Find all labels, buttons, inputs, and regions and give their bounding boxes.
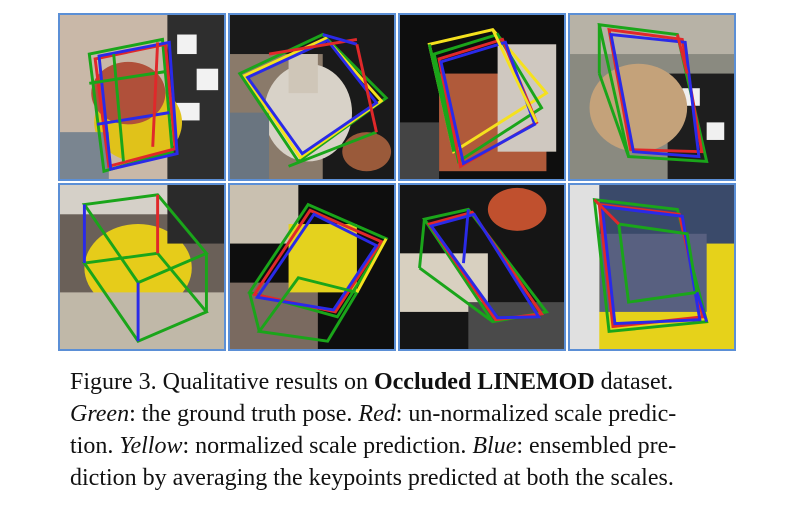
- red-text-1: : un-normalized scale predic-: [395, 401, 677, 427]
- result-image-5: [58, 183, 226, 351]
- green-text: : the ground truth pose.: [129, 401, 359, 427]
- figure-caption: Figure 3. Qualitative results on Occlude…: [70, 366, 780, 494]
- yellow-term: Yellow: [119, 433, 183, 459]
- blue-text-1: : ensembled pre-: [516, 433, 677, 459]
- result-image-3: [398, 13, 566, 181]
- result-image-1: [58, 13, 226, 181]
- dataset-name: Occluded LINEMOD: [373, 369, 595, 395]
- caption-line-2: Green: the ground truth pose. Red: un-no…: [70, 398, 780, 430]
- qualitative-results-figure: [58, 13, 736, 351]
- figure-label: Figure 3.: [70, 369, 157, 395]
- caption-line-1: Figure 3. Qualitative results on Occlude…: [70, 366, 780, 398]
- caption-line-4: diction by averaging the keypoints predi…: [70, 462, 780, 494]
- result-image-8: [568, 183, 736, 351]
- result-image-6: [228, 183, 396, 351]
- blue-term: Blue: [472, 433, 517, 459]
- result-image-7: [398, 183, 566, 351]
- caption-intro: Qualitative results on: [156, 369, 374, 395]
- yellow-text: : normalized scale prediction.: [182, 433, 473, 459]
- result-image-2: [228, 13, 396, 181]
- green-term: Green: [70, 401, 130, 427]
- blue-text-2: diction by averaging the keypoints predi…: [70, 465, 674, 491]
- red-text-2: tion.: [70, 433, 120, 459]
- red-term: Red: [358, 401, 396, 427]
- caption-intro-end: dataset.: [594, 369, 674, 395]
- caption-line-3: tion. Yellow: normalized scale predictio…: [70, 430, 780, 462]
- result-image-4: [568, 13, 736, 181]
